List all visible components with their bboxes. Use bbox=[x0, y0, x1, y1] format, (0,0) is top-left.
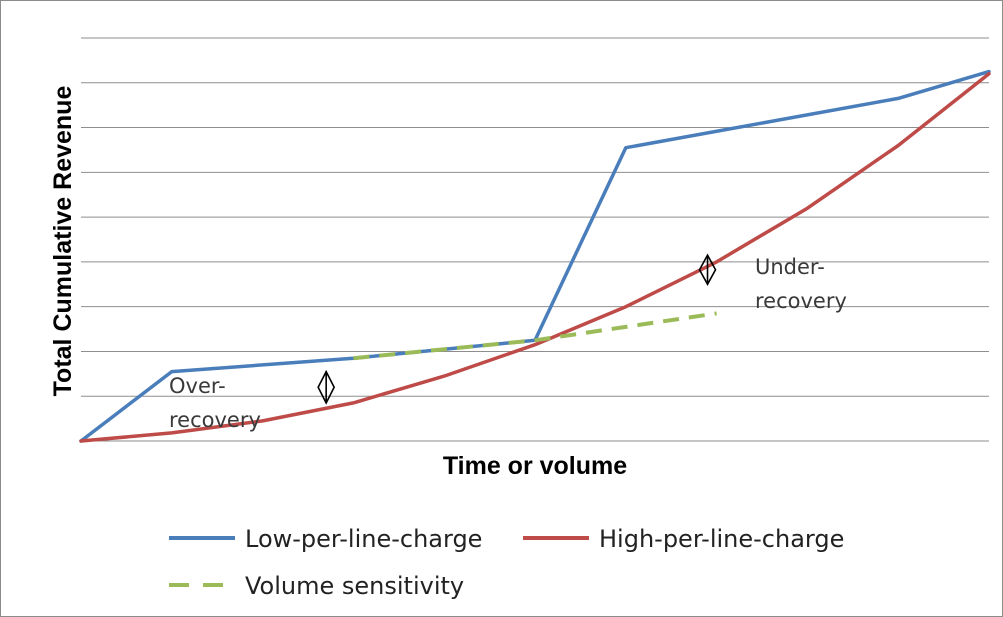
legend-label: Volume sensitivity bbox=[245, 572, 464, 600]
annotation-text: Under- bbox=[755, 255, 825, 279]
legend-entry: Low-per-line-charge bbox=[169, 525, 482, 553]
gridlines bbox=[81, 37, 989, 442]
legend-label: Low-per-line-charge bbox=[245, 525, 482, 553]
annotation-text: recovery bbox=[169, 408, 261, 432]
x-axis-label: Time or volume bbox=[443, 452, 627, 480]
annotation-text: recovery bbox=[755, 289, 847, 313]
series-line-high-per-line-charge bbox=[79, 72, 991, 443]
legend: Low-per-line-charge High-per-line-charge V… bbox=[169, 525, 844, 600]
series-line-volume-sensitivity bbox=[353, 311, 717, 361]
legend-entry: High-per-line-charge bbox=[523, 525, 844, 553]
legend-entry: Volume sensitivity bbox=[169, 572, 464, 600]
annotation-marker bbox=[698, 253, 717, 286]
annotation-text: Over- bbox=[169, 374, 226, 398]
diamond-arrow-icon bbox=[698, 253, 717, 286]
legend-label: High-per-line-charge bbox=[599, 525, 844, 553]
annotation-marker bbox=[317, 369, 336, 405]
y-axis-label: Total Cumulative Revenue bbox=[49, 86, 77, 397]
annotations: Over-recovery Under-recovery bbox=[169, 253, 847, 432]
diamond-arrow-icon bbox=[317, 369, 336, 405]
plot-area bbox=[79, 69, 991, 443]
